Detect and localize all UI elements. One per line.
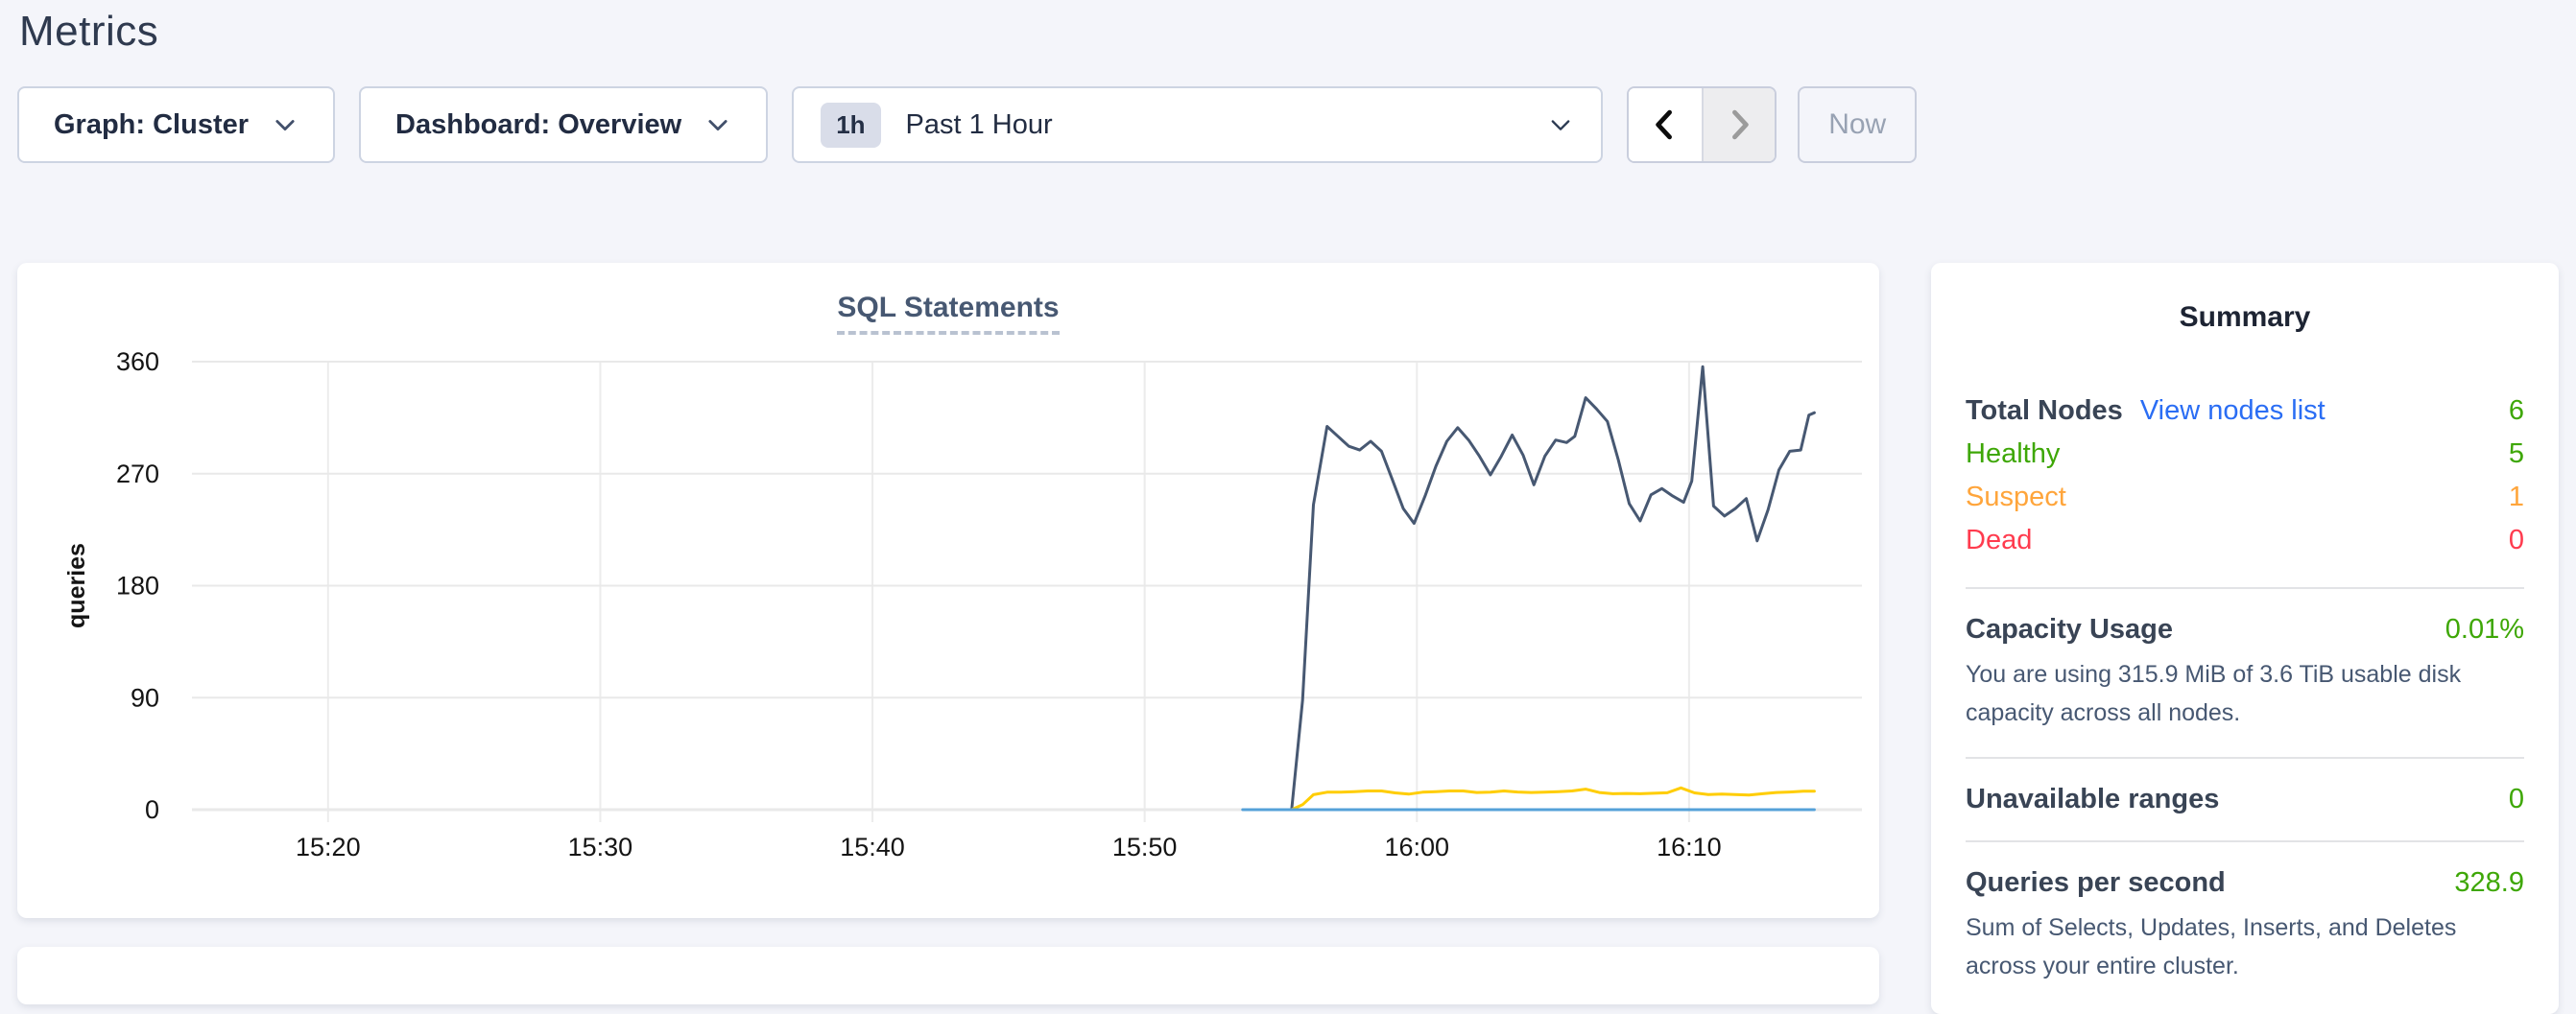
svg-text:queries: queries [63,543,90,628]
chevron-down-icon [1551,120,1570,130]
time-window-selector[interactable]: 1h Past 1 Hour [792,86,1604,163]
chevron-right-icon [1732,109,1749,140]
total-nodes-label: Total Nodes [1966,395,2123,426]
suspect-value: 1 [2508,482,2524,512]
graph-dropdown[interactable]: Graph: Cluster [17,86,336,163]
svg-text:15:50: 15:50 [1112,833,1178,861]
capacity-usage-label: Capacity Usage [1966,614,2173,645]
qps-row: Queries per second 328.9 [1966,867,2524,899]
divider [1966,840,2524,842]
capacity-usage-value: 0.01% [2445,614,2524,645]
dashboard-dropdown-label: Dashboard: Overview [395,108,682,140]
chevron-down-icon [708,120,727,131]
prev-time-button[interactable] [1629,88,1703,161]
svg-text:0: 0 [145,795,159,824]
chart-title-wrap: SQL Statements [35,292,1862,335]
charts-column: SQL Statements 15:20 15:30 15:40 15:50 16:00… [17,263,1879,1004]
chevron-down-icon [275,120,295,131]
suspect-label: Suspect [1966,482,2066,512]
svg-text:270: 270 [116,460,159,488]
next-time-button[interactable] [1702,88,1776,161]
page-title: Metrics [19,8,159,55]
unavailable-ranges-row: Unavailable ranges 0 [1966,784,2524,815]
nodes-block: Total Nodes View nodes list 6 Healthy 5 … [1966,389,2524,562]
sql-statements-chart-card: SQL Statements 15:20 15:30 15:40 15:50 16:00… [17,263,1879,918]
suspect-nodes-row: Suspect 1 [1966,476,2524,519]
healthy-value: 5 [2508,438,2524,469]
total-nodes-value: 6 [2508,395,2524,426]
svg-text:360: 360 [116,347,159,376]
qps-value: 328.9 [2454,867,2524,898]
qps-desc: Sum of Selects, Updates, Inserts, and De… [1966,914,2457,979]
total-nodes-row: Total Nodes View nodes list 6 [1966,389,2524,433]
svg-text:15:20: 15:20 [296,833,361,861]
capacity-usage-desc: You are using 315.9 MiB of 3.6 TiB usabl… [1966,661,2462,726]
svg-text:90: 90 [131,683,159,712]
time-window-badge: 1h [821,102,881,148]
svg-text:15:40: 15:40 [840,833,905,861]
metrics-page: Metrics Graph: Cluster Dashboard: Overvi… [0,8,2576,1014]
healthy-nodes-row: Healthy 5 [1966,433,2524,476]
svg-text:16:00: 16:00 [1384,833,1449,861]
capacity-usage-row: Capacity Usage 0.01% [1966,614,2524,646]
time-window-label: Past 1 Hour [905,108,1053,140]
healthy-label: Healthy [1966,438,2061,469]
svg-text:180: 180 [116,572,159,601]
divider [1966,757,2524,759]
unavailable-ranges-label: Unavailable ranges [1966,784,2220,814]
chart-title[interactable]: SQL Statements [837,292,1060,335]
graph-dropdown-label: Graph: Cluster [54,108,250,140]
qps-label: Queries per second [1966,867,2226,898]
chevron-left-icon [1656,109,1673,140]
content-area: SQL Statements 15:20 15:30 15:40 15:50 16:00… [17,263,2559,1014]
sql-statements-chart[interactable]: 15:20 15:30 15:40 15:50 16:00 16:10 0 90 180 270 3… [35,344,1862,912]
view-nodes-link[interactable]: View nodes list [2139,395,2326,426]
dead-label: Dead [1966,525,2033,555]
now-button[interactable]: Now [1798,86,1918,163]
dead-value: 0 [2508,525,2524,555]
svg-text:16:10: 16:10 [1657,833,1722,861]
summary-panel: Summary Total Nodes View nodes list 6 He… [1931,263,2559,1014]
dashboard-dropdown[interactable]: Dashboard: Overview [359,86,769,163]
dead-nodes-row: Dead 0 [1966,519,2524,562]
time-nav-group [1627,86,1777,163]
divider [1966,587,2524,589]
svg-text:15:30: 15:30 [568,833,633,861]
next-chart-card [17,947,1879,1004]
summary-title: Summary [2179,301,2311,333]
unavailable-ranges-value: 0 [2508,784,2524,814]
toolbar: Graph: Cluster Dashboard: Overview 1h Pa… [17,86,2559,163]
